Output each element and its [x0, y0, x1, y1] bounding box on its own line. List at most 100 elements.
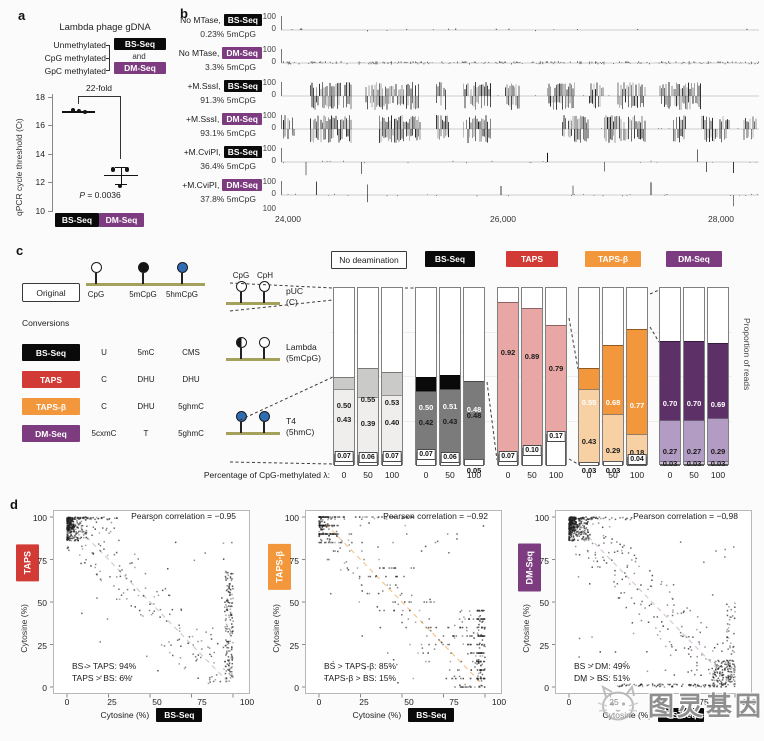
bar-segment-pink [498, 302, 518, 466]
x-axis-tick-label: 24,000 [275, 214, 301, 224]
dm-data-point [117, 183, 123, 188]
track-yaxis-0: 0 [271, 57, 276, 66]
dm-seq-tag: DM-Seq [222, 179, 262, 192]
stacked-bar: 0.70 0.27 0.03 [683, 287, 705, 467]
x-tick-label: 100 [741, 697, 757, 707]
x-axis-caption: Percentage of CpG-methylated λ: [203, 470, 330, 480]
dm-seq-tag: DM-Seq [114, 62, 166, 75]
stacked-bar: 0.70 0.27 0.03 [659, 287, 681, 467]
y-tick-label: 16 [35, 120, 45, 131]
bar-x-value: 0 [341, 470, 347, 480]
bar-x-value: 0 [667, 470, 673, 480]
lollipop-stem-legend [181, 273, 183, 284]
substrate-dna-line [226, 302, 280, 305]
x-axis-label: Cytosine (%) [100, 710, 150, 721]
y-tick-label: 0 [294, 683, 299, 693]
segment-value-label: 0.43 [336, 415, 352, 425]
y-tick-label: 0 [42, 683, 47, 693]
y-tick-label: 100 [534, 513, 549, 523]
dashed-line [649, 326, 660, 343]
track-percentage: 3.3% 5mCpG [204, 62, 256, 72]
substrate-name: T4 [286, 416, 296, 426]
track-yaxis-100: 100 [262, 111, 276, 120]
bar-x-value: 50 [445, 470, 455, 480]
coverage-track [281, 181, 759, 207]
group-header-taps: TAPS [506, 251, 558, 267]
panel-a: a Lambda phage gDNA Unmethylated CpG met… [0, 0, 200, 240]
track-name: +M.SssI, [186, 114, 220, 125]
conversion-method-box-bs-seq: BS-Seq [22, 344, 80, 361]
bar-segment-white [603, 460, 623, 466]
segment-value-label: 0.05 [466, 466, 482, 475]
cph-column-header: CpH [256, 271, 273, 280]
proportion-of-reads-label: Proportion of reads [742, 318, 752, 391]
bs-seq-tag: BS-Seq [114, 38, 166, 51]
x-tick-label: 75 [699, 697, 709, 707]
scatter-canvas [302, 510, 502, 698]
dm-seq-tag: DM-Seq [222, 47, 262, 60]
x-tick-label: 0 [64, 697, 70, 707]
bar-segment-white [708, 464, 728, 467]
panel-d: d TAPS Cytosine (%) 100 75 50 25 0 0 25 50 75 100 Pe… [0, 496, 764, 741]
substrate-sub: (C) [286, 297, 298, 307]
bs-seq-tag: BS-Seq [658, 708, 705, 723]
segment-value-label: 0.50 [336, 401, 352, 411]
x-axis-tick-label: 28,000 [708, 214, 734, 224]
x-tag-bs-seq: BS-Seq [55, 213, 99, 227]
bar-x-value: 0 [586, 470, 592, 480]
fold-annotation: 22-fold [86, 83, 112, 93]
segment-value-label: 0.03 [581, 466, 597, 475]
scatter-plot-dm-seq: DM-Seq Cytosine (%) 100 75 50 25 0 0 25 50 75 100 Pe… [508, 496, 758, 741]
conversion-value: DHU [137, 375, 155, 384]
bar-segment-pLighter [708, 460, 728, 466]
segment-value-label: 0.68 [605, 398, 621, 408]
bar-segment-pLighter [684, 460, 704, 466]
y-tick-label: 50 [37, 598, 47, 608]
segment-value-label: 0.17 [546, 430, 566, 442]
conversion-method-box-dm-seq: DM-Seq [22, 425, 80, 442]
coverage-track [281, 16, 759, 32]
segment-value-label: 0.07 [498, 450, 518, 462]
stacked-bar: 0.01 0.89 0.10 [521, 287, 543, 466]
bar-segment-pLight [660, 419, 680, 466]
pearson-label: Pearson correlation = −0.98 [633, 511, 738, 521]
segment-value-label: 0.48 [466, 411, 482, 421]
lollipop-circle-legend [176, 262, 188, 273]
y-tick-label: 18 [35, 92, 45, 102]
legend-cpg-methylated: CpG methylated [44, 53, 106, 63]
y-tick-label: 25 [539, 640, 549, 651]
segment-value-label: 0.01 [524, 454, 540, 464]
stacked-bar: 0.50 0.42 0.07 [415, 287, 437, 466]
bs-seq-tag: BS-Seq [408, 708, 455, 723]
dm-data-point [124, 167, 130, 172]
method-box-dm-seq: DM-Seq [518, 544, 541, 592]
x-axis-label: Cytosine (%) [603, 710, 652, 721]
dashed-line [239, 376, 334, 421]
segment-value-label: 0.18 [629, 448, 645, 458]
track-percentage: 0.23% 5mCpG [200, 29, 256, 39]
cat-logo-icon [597, 684, 639, 721]
segment-value-label: 0.42 [418, 417, 434, 427]
x-tick-label: 0 [316, 697, 322, 707]
conversion-method-box-taps-β: TAPS-β [22, 398, 80, 415]
diagonal-trend-line [73, 523, 229, 683]
legend-lollipop-label: 5mCpG [129, 290, 157, 299]
segment-value-label: 0.27 [686, 447, 702, 457]
legend-bracket-bottom [106, 70, 110, 71]
track-percentage: 37.8% 5mCpG [200, 194, 256, 204]
track-yaxis-bottom-100: 100 [262, 204, 276, 213]
bar-x-value: 50 [608, 470, 618, 480]
x-tick-label: 50 [654, 697, 664, 707]
bar-segment-oLight [603, 414, 623, 466]
x-axis-label: Cytosine (%) [352, 710, 402, 721]
stacked-bar: 0.50 0.43 0.07 [333, 287, 355, 466]
lollipop-circle-substrate [258, 411, 270, 422]
x-tick-label: 0 [566, 697, 572, 707]
segment-value-label: 0.07 [334, 450, 354, 462]
stacked-bar-chart: No deamination 0.50 0.43 0.07 0 0.55 0.39 0.06 5… [0, 240, 764, 496]
segment-value-label: 0.04 [627, 454, 647, 466]
track-yaxis-100: 100 [262, 45, 276, 54]
track-percentage: 36.4% 5mCpG [200, 161, 256, 171]
segment-value-label: 0.39 [360, 419, 376, 429]
